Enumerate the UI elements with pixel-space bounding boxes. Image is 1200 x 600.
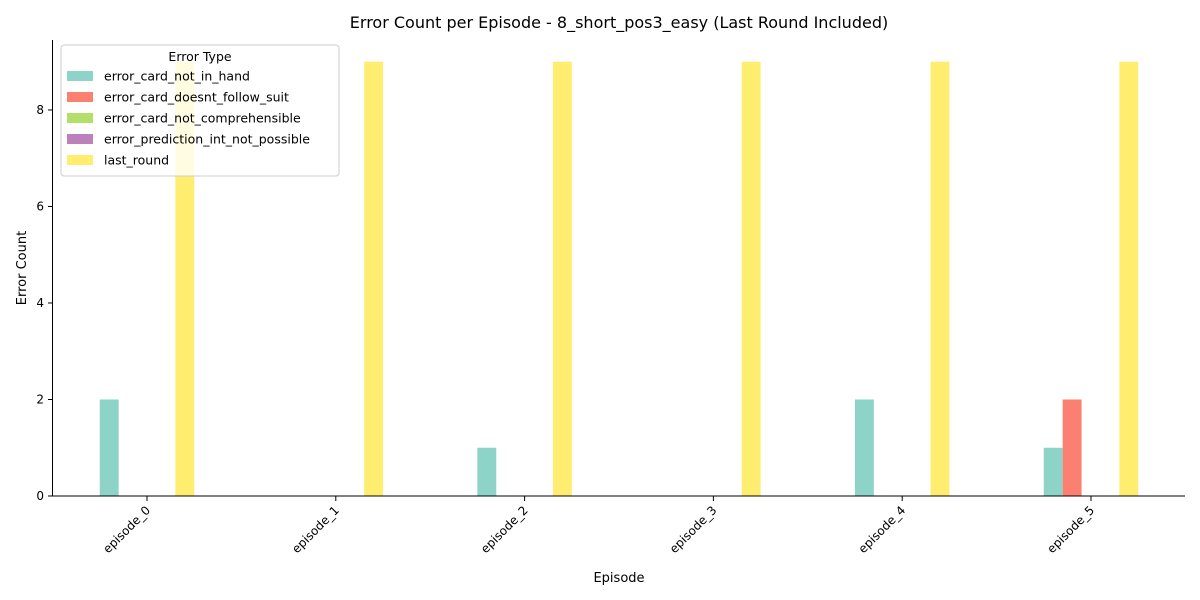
legend-swatch-error_card_not_in_hand	[67, 71, 93, 81]
x-axis-label: Episode	[593, 571, 644, 586]
bar-last_round-episode_3	[741, 61, 761, 497]
y-tick-label: 2	[36, 392, 44, 406]
x-tick-label: episode_1	[289, 503, 342, 556]
legend-swatch-error_card_doesnt_follow_suit	[67, 92, 93, 102]
bar-last_round-episode_2	[552, 61, 572, 497]
legend-swatch-error_prediction_int_not_possible	[67, 134, 93, 144]
bar-error_card_doesnt_follow_suit-episode_5	[1062, 399, 1082, 496]
legend-label-last_round: last_round	[104, 153, 169, 168]
bar-error_card_not_in_hand-episode_0	[99, 399, 119, 496]
legend-items: error_card_not_in_hand error_card_doesnt_…	[67, 69, 310, 168]
y-tick-label: 6	[36, 199, 44, 213]
legend-frame	[60, 44, 340, 177]
bar-error_card_not_in_hand-episode_4	[854, 399, 874, 496]
bar-error_card_not_in_hand-episode_5	[1043, 447, 1063, 496]
legend-swatch-last_round	[67, 155, 93, 165]
legend-label-error_card_not_comprehensible: error_card_not_comprehensible	[104, 111, 301, 126]
legend-label-error_card_not_in_hand: error_card_not_in_hand	[104, 69, 250, 84]
bar-last_round-episode_5	[1119, 61, 1139, 497]
x-axis: episode_0 episode_1 episode_2 episode_3 epis…	[100, 496, 1097, 556]
legend-title: Error Type	[168, 49, 231, 64]
plot-frame-bottom	[52, 495, 1185, 497]
x-tick-label: episode_0	[100, 503, 153, 556]
bar-last_round-episode_4	[930, 61, 950, 497]
legend: Error Type error_card_not_in_handerror_c…	[60, 44, 340, 177]
bar-error_card_not_in_hand-episode_2	[477, 447, 497, 496]
x-tick-label: episode_5	[1044, 503, 1097, 556]
x-tick-label: episode_4	[856, 503, 909, 556]
plot-frame-left	[52, 40, 53, 496]
y-tick-label: 0	[36, 489, 44, 503]
x-tick-label: episode_3	[667, 503, 720, 556]
y-tick-label: 8	[36, 103, 44, 117]
bar-last_round-episode_1	[364, 61, 384, 497]
y-axis-label: Error Count	[15, 231, 30, 305]
y-tick-label: 4	[36, 296, 44, 310]
chart-title: Error Count per Episode - 8_short_pos3_e…	[350, 13, 888, 33]
legend-swatch-error_card_not_comprehensible	[67, 113, 93, 123]
legend-label-error_prediction_int_not_possible: error_prediction_int_not_possible	[104, 132, 310, 147]
y-axis: 0 2 4 6 8	[36, 103, 53, 503]
x-tick-label: episode_2	[478, 503, 531, 556]
legend-label-error_card_doesnt_follow_suit: error_card_doesnt_follow_suit	[104, 90, 289, 105]
